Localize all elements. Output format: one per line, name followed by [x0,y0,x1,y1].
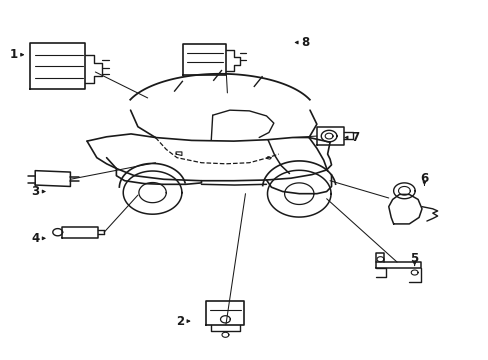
Text: 6: 6 [420,172,427,185]
Text: 8: 8 [301,36,308,49]
Text: 4: 4 [31,232,39,245]
Text: 7: 7 [350,131,358,144]
Text: 2: 2 [176,315,183,328]
Text: 1: 1 [10,48,18,61]
Text: 5: 5 [410,252,418,265]
Text: 3: 3 [31,185,39,198]
